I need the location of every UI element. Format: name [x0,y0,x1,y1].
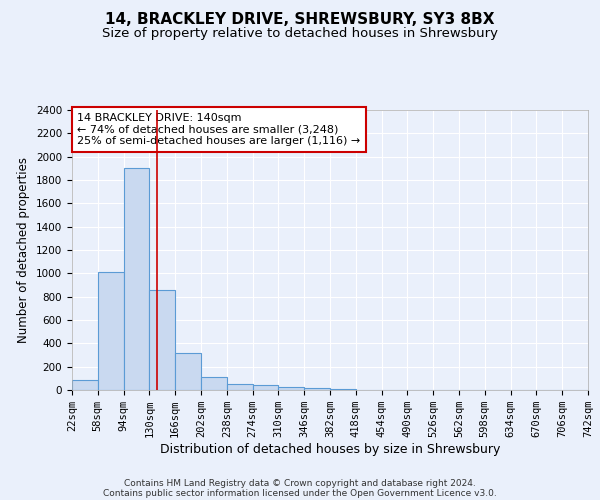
Y-axis label: Number of detached properties: Number of detached properties [17,157,31,343]
Text: 14 BRACKLEY DRIVE: 140sqm
← 74% of detached houses are smaller (3,248)
25% of se: 14 BRACKLEY DRIVE: 140sqm ← 74% of detac… [77,113,361,146]
Bar [149,290,175,390]
Bar [253,385,278,390]
Text: Contains HM Land Registry data © Crown copyright and database right 2024.: Contains HM Land Registry data © Crown c… [124,478,476,488]
Bar [201,377,227,390]
Text: Contains public sector information licensed under the Open Government Licence v3: Contains public sector information licen… [103,488,497,498]
Bar [304,388,330,390]
Text: 14, BRACKLEY DRIVE, SHREWSBURY, SY3 8BX: 14, BRACKLEY DRIVE, SHREWSBURY, SY3 8BX [105,12,495,28]
Bar [124,168,149,390]
Bar [98,272,124,390]
Bar [175,352,201,390]
X-axis label: Distribution of detached houses by size in Shrewsbury: Distribution of detached houses by size … [160,443,500,456]
Bar [227,384,253,390]
Text: Size of property relative to detached houses in Shrewsbury: Size of property relative to detached ho… [102,28,498,40]
Bar [72,380,98,390]
Bar [278,386,304,390]
